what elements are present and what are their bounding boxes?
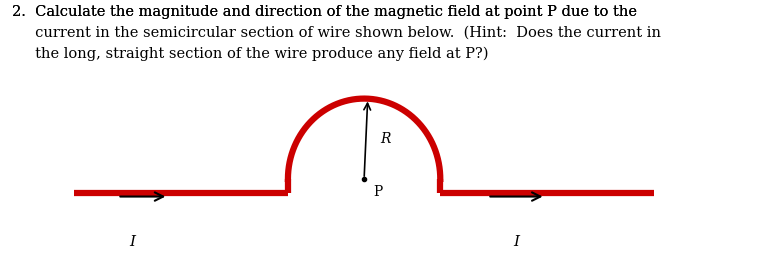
Text: I: I (129, 235, 135, 250)
Text: 2.  Calculate the magnitude and direction of the magnetic field at point P due t: 2. Calculate the magnitude and direction… (12, 5, 662, 61)
Text: 2.  Calculate the magnitude and direction of the magnetic field at point P due t: 2. Calculate the magnitude and direction… (12, 5, 637, 19)
Text: I: I (513, 235, 519, 250)
Text: P: P (373, 185, 382, 199)
Text: R: R (380, 132, 391, 146)
